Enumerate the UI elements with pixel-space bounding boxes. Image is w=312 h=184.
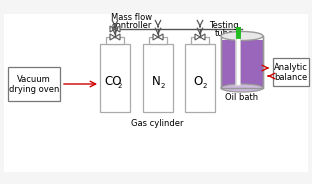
Text: Analytic: Analytic (274, 63, 308, 72)
Text: O: O (193, 75, 202, 88)
Text: CO: CO (104, 75, 122, 88)
FancyBboxPatch shape (221, 40, 263, 88)
Polygon shape (110, 34, 115, 40)
FancyBboxPatch shape (185, 44, 215, 112)
Polygon shape (115, 26, 120, 32)
FancyBboxPatch shape (100, 44, 130, 112)
FancyBboxPatch shape (4, 14, 308, 172)
Text: tube: tube (214, 29, 234, 38)
Polygon shape (153, 34, 158, 40)
FancyBboxPatch shape (149, 37, 167, 44)
Polygon shape (158, 34, 163, 40)
Text: Oil bath: Oil bath (226, 93, 259, 102)
Polygon shape (195, 34, 200, 40)
Polygon shape (110, 26, 115, 32)
Text: controller: controller (112, 20, 152, 29)
Polygon shape (115, 34, 120, 40)
Ellipse shape (221, 31, 263, 40)
Text: balance: balance (274, 72, 308, 82)
Text: Vacuum: Vacuum (17, 75, 51, 84)
Text: 2: 2 (118, 83, 122, 89)
Text: N: N (152, 75, 160, 88)
FancyBboxPatch shape (8, 67, 60, 101)
Ellipse shape (221, 84, 263, 92)
Text: 2: 2 (203, 83, 207, 89)
Text: 2: 2 (161, 83, 165, 89)
FancyBboxPatch shape (191, 37, 209, 44)
Text: drying oven: drying oven (9, 84, 59, 93)
Polygon shape (200, 34, 205, 40)
FancyBboxPatch shape (273, 58, 309, 86)
Text: Mass flow: Mass flow (111, 13, 153, 22)
Text: Testing: Testing (209, 22, 239, 31)
FancyBboxPatch shape (143, 44, 173, 112)
Text: Gas cylinder: Gas cylinder (131, 119, 184, 128)
FancyBboxPatch shape (106, 37, 124, 44)
